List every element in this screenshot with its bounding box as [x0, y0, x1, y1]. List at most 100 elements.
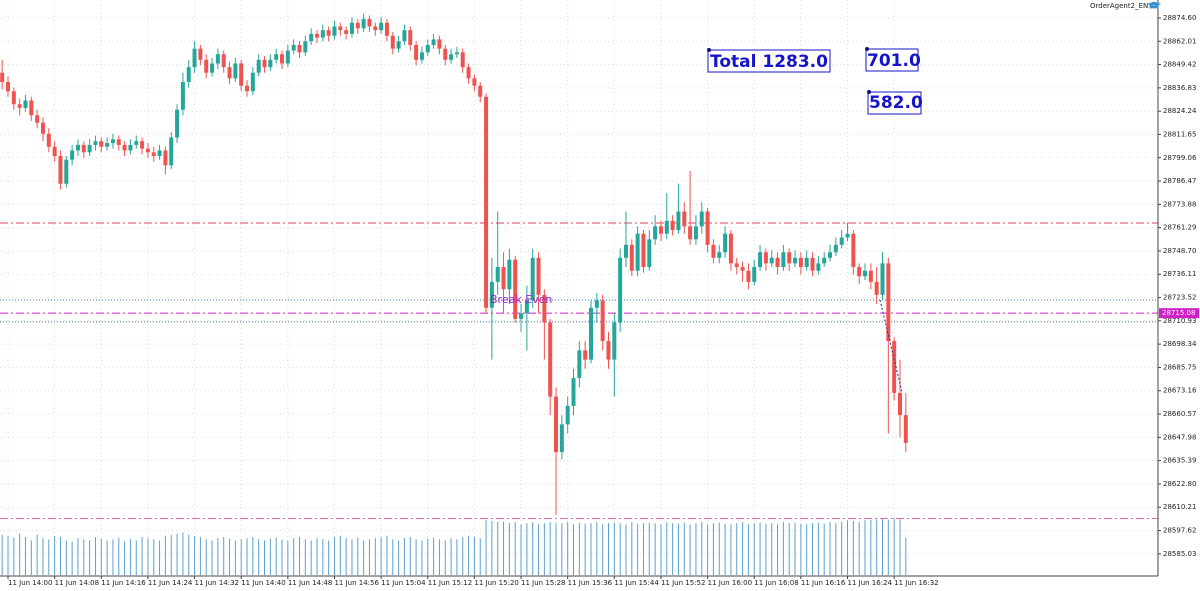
candle-body — [635, 233, 640, 271]
y-tick-label: 28786.47 — [1163, 177, 1196, 185]
candle-body — [256, 59, 261, 73]
x-tick-label: 11 Jun 14:00 — [8, 579, 52, 587]
candle-body — [682, 211, 687, 227]
candle-body — [769, 257, 774, 264]
candle-body — [880, 263, 885, 295]
y-tick-label: 28723.52 — [1163, 294, 1196, 302]
candle-body — [495, 267, 500, 282]
x-tick-label: 11 Jun 14:32 — [195, 579, 239, 587]
grid — [0, 0, 1158, 575]
y-tick-label: 28736.11 — [1163, 270, 1196, 278]
x-tick-label: 11 Jun 14:16 — [101, 579, 146, 587]
candle-body — [332, 26, 337, 36]
candle-body — [868, 270, 873, 282]
y-tick-label: 28799.06 — [1163, 154, 1197, 162]
candle-body — [64, 159, 69, 184]
x-tick-label: 11 Jun 14:56 — [334, 579, 379, 587]
candle-body — [128, 144, 133, 151]
y-tick-label: 28874.60 — [1163, 14, 1196, 22]
candle-body — [688, 226, 693, 240]
y-tick-label: 28622.80 — [1163, 480, 1196, 488]
axes: 28874.60 28862.01 28849.42 28836.83 28824.24… — [7, 14, 1199, 587]
candle-body — [239, 63, 244, 86]
candle-body — [390, 35, 395, 49]
y-tick-label: 28585.03 — [1163, 550, 1196, 558]
candle-body — [816, 263, 821, 271]
candle-body — [274, 54, 279, 60]
candle-body — [169, 137, 174, 166]
candle-body — [70, 150, 75, 160]
value-box — [867, 91, 922, 115]
candle-body — [728, 233, 733, 264]
candle-body — [408, 30, 413, 45]
candle-body — [361, 19, 366, 29]
y-tick-label: 28710.93 — [1163, 317, 1196, 325]
candle-body — [746, 270, 751, 282]
candle-body — [314, 33, 319, 38]
x-tick-label: 11 Jun 16:24 — [848, 579, 893, 587]
candle-body — [384, 22, 389, 36]
candle-body — [705, 211, 710, 245]
levels — [0, 222, 1158, 520]
x-tick-label: 11 Jun 14:40 — [241, 579, 285, 587]
y-tick-label: 28761.29 — [1163, 224, 1196, 232]
candle-body — [600, 300, 605, 342]
x-tick-label: 11 Jun 14:24 — [148, 579, 193, 587]
candle-body — [787, 252, 792, 264]
candle-body — [489, 281, 494, 308]
candle-body — [583, 350, 588, 360]
candle-body — [781, 252, 786, 268]
candle-body — [245, 85, 250, 92]
candle-body — [326, 30, 331, 36]
candle-body — [227, 67, 232, 79]
y-tick-label: 28773.88 — [1163, 200, 1196, 208]
candle-body — [449, 54, 454, 60]
candle-body — [466, 67, 471, 79]
candle-body — [250, 72, 255, 92]
candle-body — [863, 270, 868, 277]
candle-body — [798, 257, 803, 268]
candle-body — [507, 259, 512, 290]
value-text: 701.0 — [867, 51, 921, 71]
candle-body — [845, 233, 850, 238]
y-tick-label: 28635.39 — [1163, 457, 1196, 465]
candle-body — [734, 263, 739, 268]
candle-body — [851, 233, 856, 268]
candle-body — [641, 233, 646, 268]
volumes — [1, 518, 907, 575]
candle-body — [554, 396, 559, 453]
candle-body — [775, 257, 780, 268]
candle-body — [280, 54, 285, 64]
candle-body — [740, 267, 745, 271]
candle-body — [903, 415, 908, 443]
candle-body — [454, 52, 459, 55]
candle-body — [192, 48, 197, 68]
candle-body — [52, 146, 57, 157]
x-tick-label: 11 Jun 15:36 — [568, 579, 613, 587]
candle-body — [571, 378, 576, 406]
candle-body — [87, 144, 92, 153]
candle-body — [548, 322, 553, 397]
candle-body — [186, 67, 191, 82]
candle-body — [40, 122, 45, 134]
x-tick-label: 11 Jun 14:48 — [288, 579, 332, 587]
x-tick-label: 11 Jun 15:04 — [381, 579, 426, 587]
candle-body — [134, 141, 139, 145]
candle-body — [897, 392, 902, 416]
x-tick-label: 11 Jun 15:52 — [661, 579, 705, 587]
candle-body — [6, 81, 10, 92]
candle-body — [658, 226, 663, 234]
candle-body — [647, 239, 652, 268]
candle-body — [379, 22, 384, 31]
x-tick-label: 11 Jun 16:08 — [754, 579, 798, 587]
y-tick-label: 28811.65 — [1163, 130, 1196, 138]
x-tick-label: 11 Jun 15:44 — [614, 579, 659, 587]
break-even-label: Break Even — [490, 293, 552, 306]
candle-body — [699, 211, 704, 227]
candle-body — [431, 39, 436, 45]
y-tick-label: 28647.98 — [1163, 433, 1196, 441]
candle-body — [0, 72, 5, 82]
candle-body — [559, 424, 564, 453]
candle-body — [99, 141, 104, 147]
candle-body — [233, 63, 238, 79]
